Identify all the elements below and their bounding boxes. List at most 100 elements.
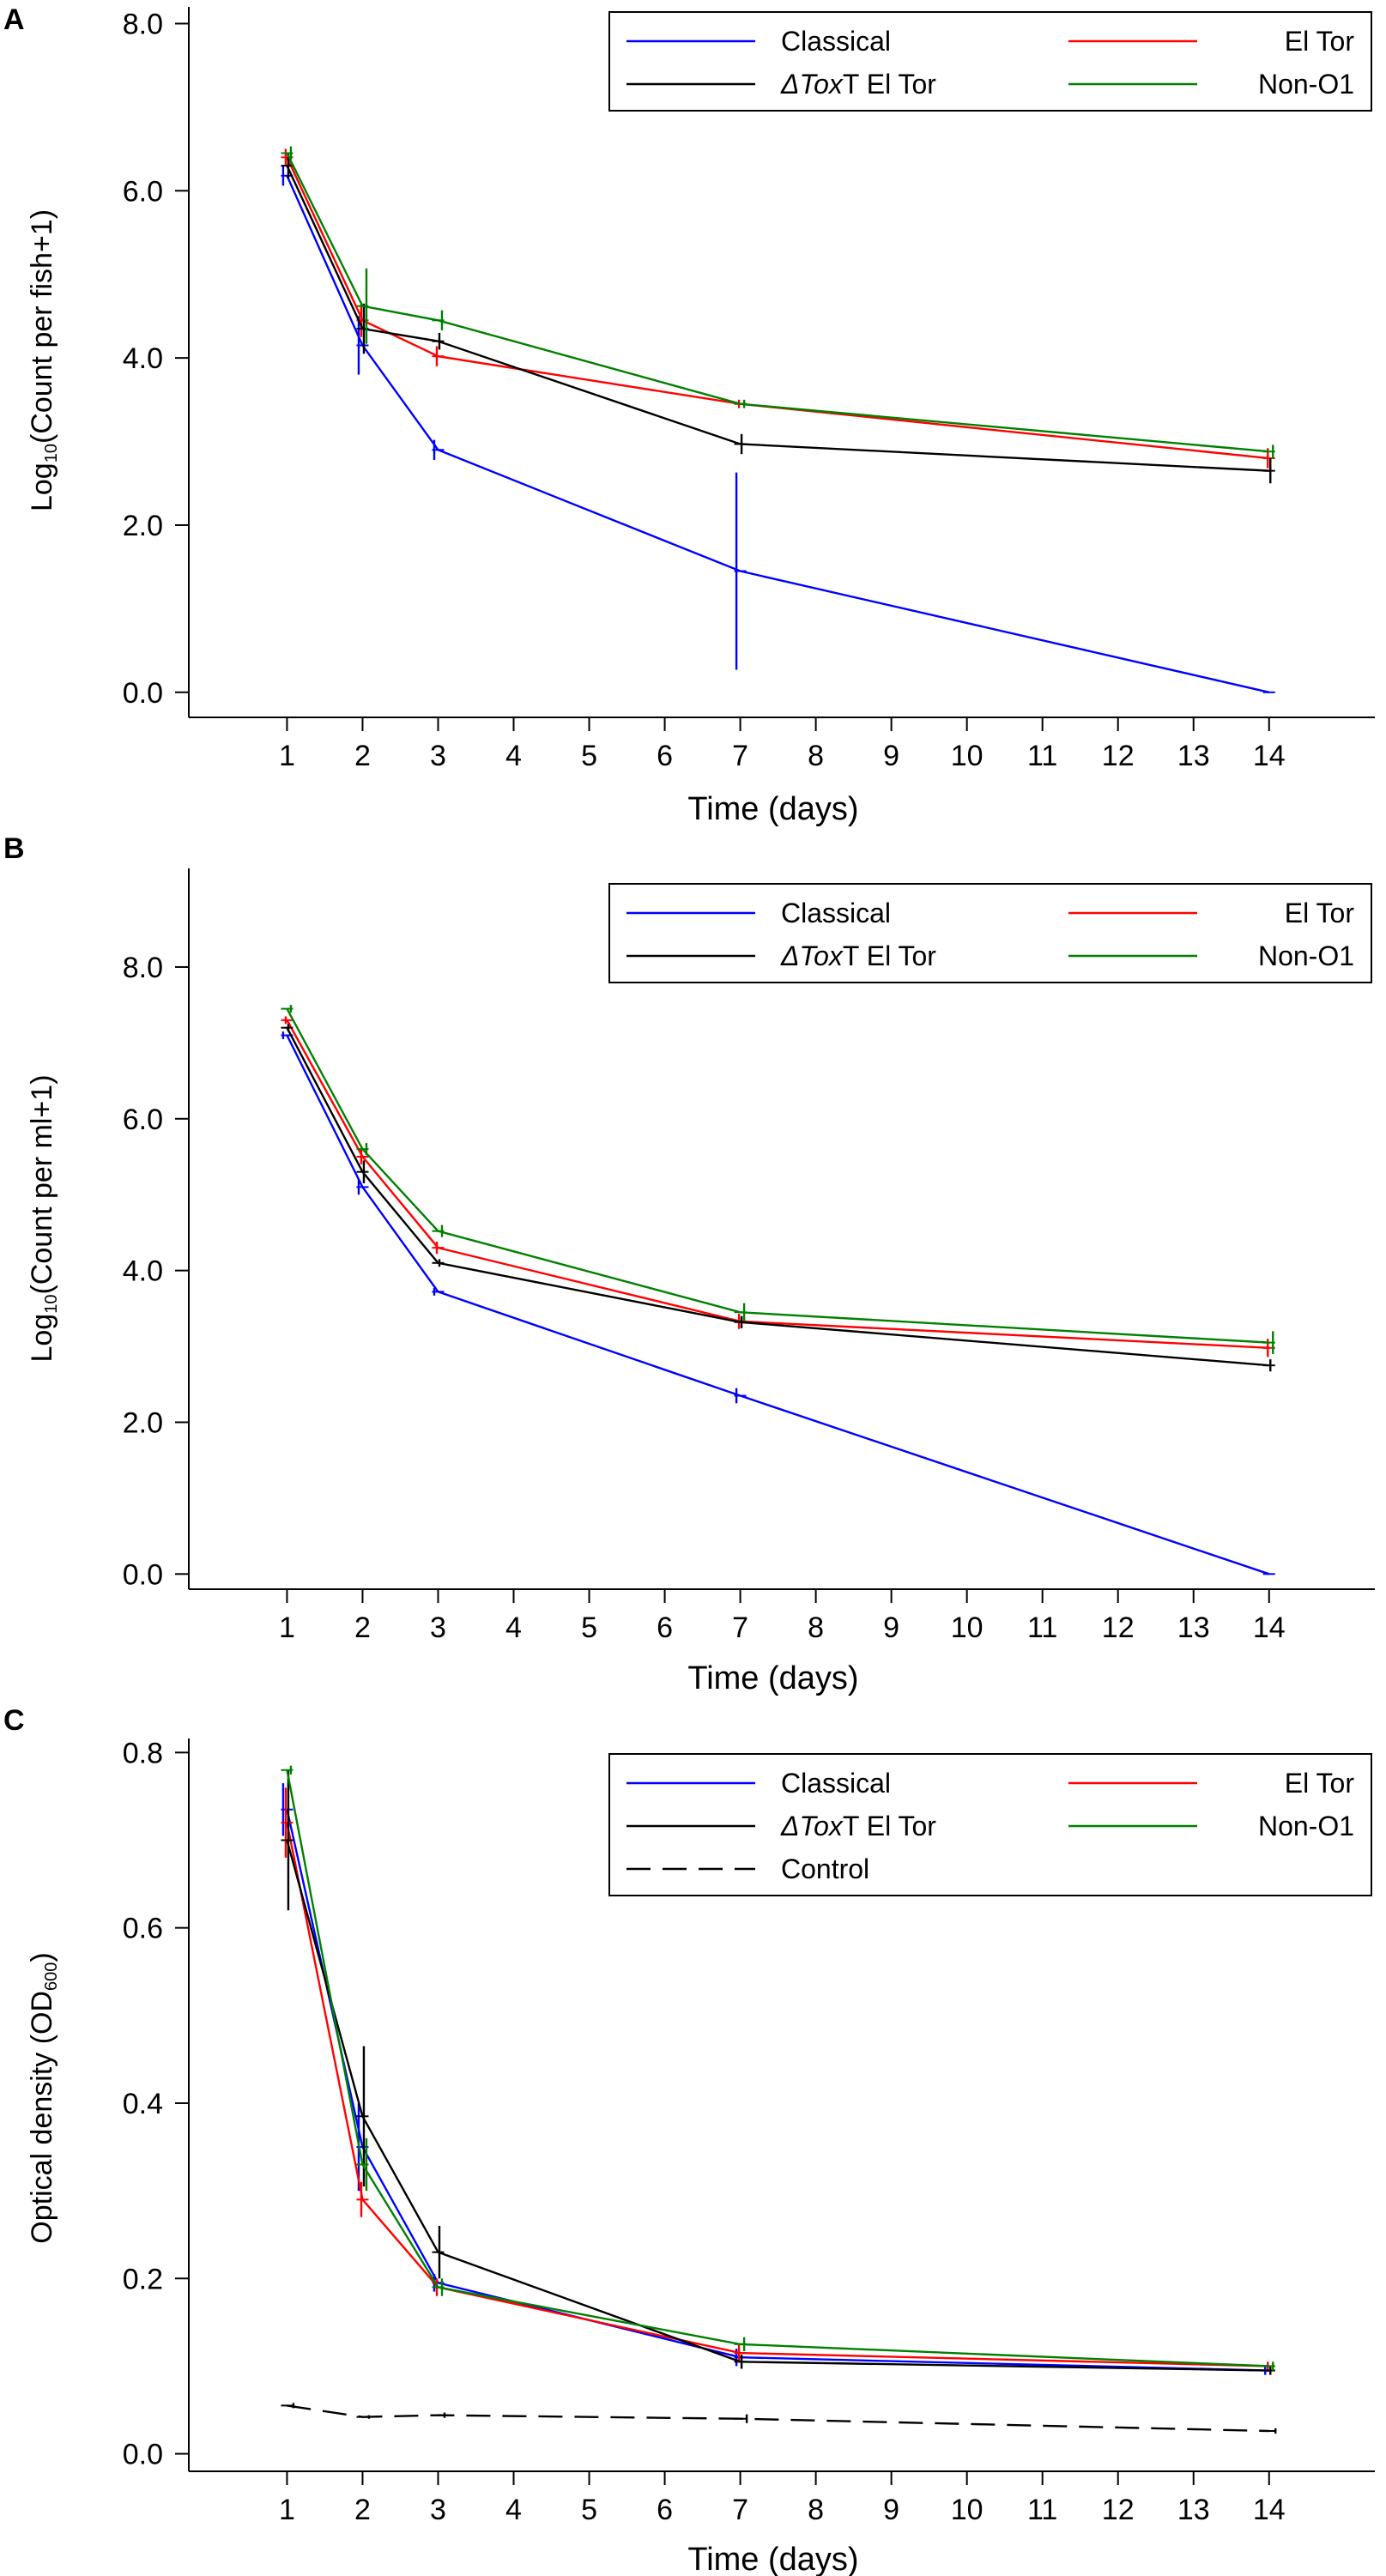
chart-panel-a: A1 2 3 4 5 6 7 8 9 10 11 12 13 140.02.04.06.08.0Time …: [3, 3, 1375, 827]
y-tick-label: 0.6: [123, 1913, 163, 1945]
x-tick-label: 12: [1102, 740, 1135, 772]
y-tick-label: 8.0: [123, 952, 163, 984]
legend-label-control: Control: [781, 1853, 869, 1884]
x-tick-label: 9: [883, 2494, 899, 2526]
legend: Classical El Tor ΔToxT El Tor Non-O1 Control: [608, 1753, 1372, 1896]
x-tick-label: 10: [951, 740, 984, 772]
x-tick-label: 11: [1027, 740, 1057, 772]
legend-label-nono1: Non-O1: [1258, 69, 1354, 100]
legend-label-toxt: ΔToxT El Tor: [780, 69, 936, 100]
x-tick-label: 3: [430, 740, 446, 772]
y-axis-label-main: Log: [26, 1314, 58, 1363]
x-tick-label: 6: [657, 740, 673, 772]
x-tick-label: 14: [1253, 2494, 1286, 2526]
y-axis-label-rest: (Count per fish+1): [26, 209, 58, 444]
x-axis-label: Time (days): [687, 1660, 858, 1696]
panel-label: A: [3, 3, 25, 36]
x-tick-label: 8: [808, 2494, 824, 2526]
x-tick-label: 4: [505, 2494, 522, 2526]
x-axis-label: Time (days): [687, 2542, 858, 2576]
x-tick-label: 4: [505, 740, 522, 772]
legend-label-toxt: ΔToxT El Tor: [780, 940, 936, 971]
series-eltor: [281, 148, 1275, 469]
x-tick-label: 2: [354, 740, 371, 772]
series-line-classical: [286, 1034, 1270, 1575]
series-eltor: [281, 1016, 1275, 1358]
x-tick-label: 5: [581, 740, 597, 772]
legend: Classical El Tor ΔToxT El Tor Non-O1: [608, 883, 1372, 983]
x-tick-label: 12: [1102, 2494, 1135, 2526]
legend-label-toxt-italic: ΔTox: [780, 940, 844, 971]
x-tick-label: 6: [657, 1612, 673, 1644]
legend-label-toxt: ΔToxT El Tor: [780, 1811, 936, 1841]
y-tick-label: 0.0: [123, 2439, 163, 2471]
y-tick-label: 0.0: [123, 677, 163, 710]
series-line-nono1: [286, 152, 1269, 453]
x-tick-label: 1: [279, 2494, 295, 2526]
series-line-toxt: [286, 165, 1269, 472]
legend-label-toxt-rest: T El Tor: [843, 940, 936, 971]
y-tick-label: 0.0: [123, 1558, 163, 1591]
panel-label: C: [3, 1704, 25, 1737]
y-axis-label-subscript: 10: [42, 1295, 61, 1314]
x-tick-label: 14: [1253, 740, 1286, 772]
y-tick-label: 4.0: [123, 1255, 163, 1288]
x-tick-label: 6: [657, 2494, 673, 2526]
x-tick-label: 7: [732, 1612, 748, 1644]
y-tick-label: 2.0: [123, 510, 163, 542]
x-tick-label: 3: [430, 2494, 446, 2526]
x-tick-label: 13: [1177, 1612, 1210, 1644]
panel-label: B: [3, 832, 25, 865]
x-tick-label: 1: [279, 740, 295, 772]
x-tick-label: 14: [1253, 1612, 1286, 1644]
y-axis-label-main: Log: [26, 463, 58, 511]
series-control: [281, 2403, 1277, 2434]
x-tick-label: 9: [883, 1612, 899, 1644]
legend-label-toxt-italic: ΔTox: [780, 69, 844, 100]
x-tick-label: 2: [354, 2494, 371, 2526]
series-line-control: [287, 2404, 1269, 2433]
legend-box: [608, 11, 1372, 112]
legend-label-classical: Classical: [781, 26, 891, 57]
legend-box: [608, 1753, 1372, 1896]
x-tick-label: 2: [354, 1612, 371, 1644]
legend: Classical El Tor ΔToxT El Tor Non-O1: [608, 11, 1372, 112]
x-tick-label: 4: [505, 1612, 522, 1644]
y-tick-label: 0.4: [123, 2088, 163, 2120]
series-nono1: [281, 1005, 1275, 1354]
x-tick-label: 3: [430, 1612, 446, 1644]
y-axis-label-main: Optical density (OD: [26, 1991, 58, 2244]
series-classical: [281, 1031, 1275, 1575]
x-tick-label: 10: [951, 2494, 984, 2526]
x-axis-label: Time (days): [687, 791, 858, 827]
legend-label-eltor: El Tor: [1285, 26, 1355, 57]
legend-label-toxt-rest: T El Tor: [843, 69, 936, 100]
legend-label-classical: Classical: [781, 898, 891, 928]
y-axis-label-rest: ): [26, 1952, 58, 1962]
y-tick-label: 4.0: [123, 342, 163, 375]
series-nono1: [281, 146, 1275, 459]
y-axis-label: Log10(Count per fish+1): [26, 209, 61, 511]
y-tick-label: 6.0: [123, 1104, 163, 1136]
legend-label-eltor: El Tor: [1285, 898, 1355, 928]
legend-label-nono1: Non-O1: [1258, 1811, 1354, 1841]
x-tick-label: 11: [1027, 1612, 1057, 1644]
y-tick-label: 0.2: [123, 2263, 163, 2295]
x-tick-label: 11: [1027, 2494, 1057, 2526]
series-nono1: [281, 1765, 1275, 2371]
x-tick-label: 5: [581, 2494, 597, 2526]
series-toxt: [281, 1024, 1275, 1372]
legend-label-nono1: Non-O1: [1258, 940, 1354, 971]
x-tick-label: 12: [1102, 1612, 1135, 1644]
x-tick-label: 7: [732, 740, 748, 772]
chart-panel-c: C1 2 3 4 5 6 7 8 9 10 11 12 13 140.00.20.40.60.8Time …: [3, 1704, 1375, 2576]
legend-label-eltor: El Tor: [1285, 1768, 1355, 1799]
y-tick-label: 0.8: [123, 1737, 163, 1769]
x-tick-label: 9: [883, 740, 899, 772]
series-line-eltor: [286, 1019, 1269, 1350]
legend-label-classical: Classical: [781, 1768, 891, 1799]
x-tick-label: 13: [1177, 2494, 1210, 2526]
y-tick-label: 2.0: [123, 1406, 163, 1439]
series-line-eltor: [286, 156, 1269, 460]
